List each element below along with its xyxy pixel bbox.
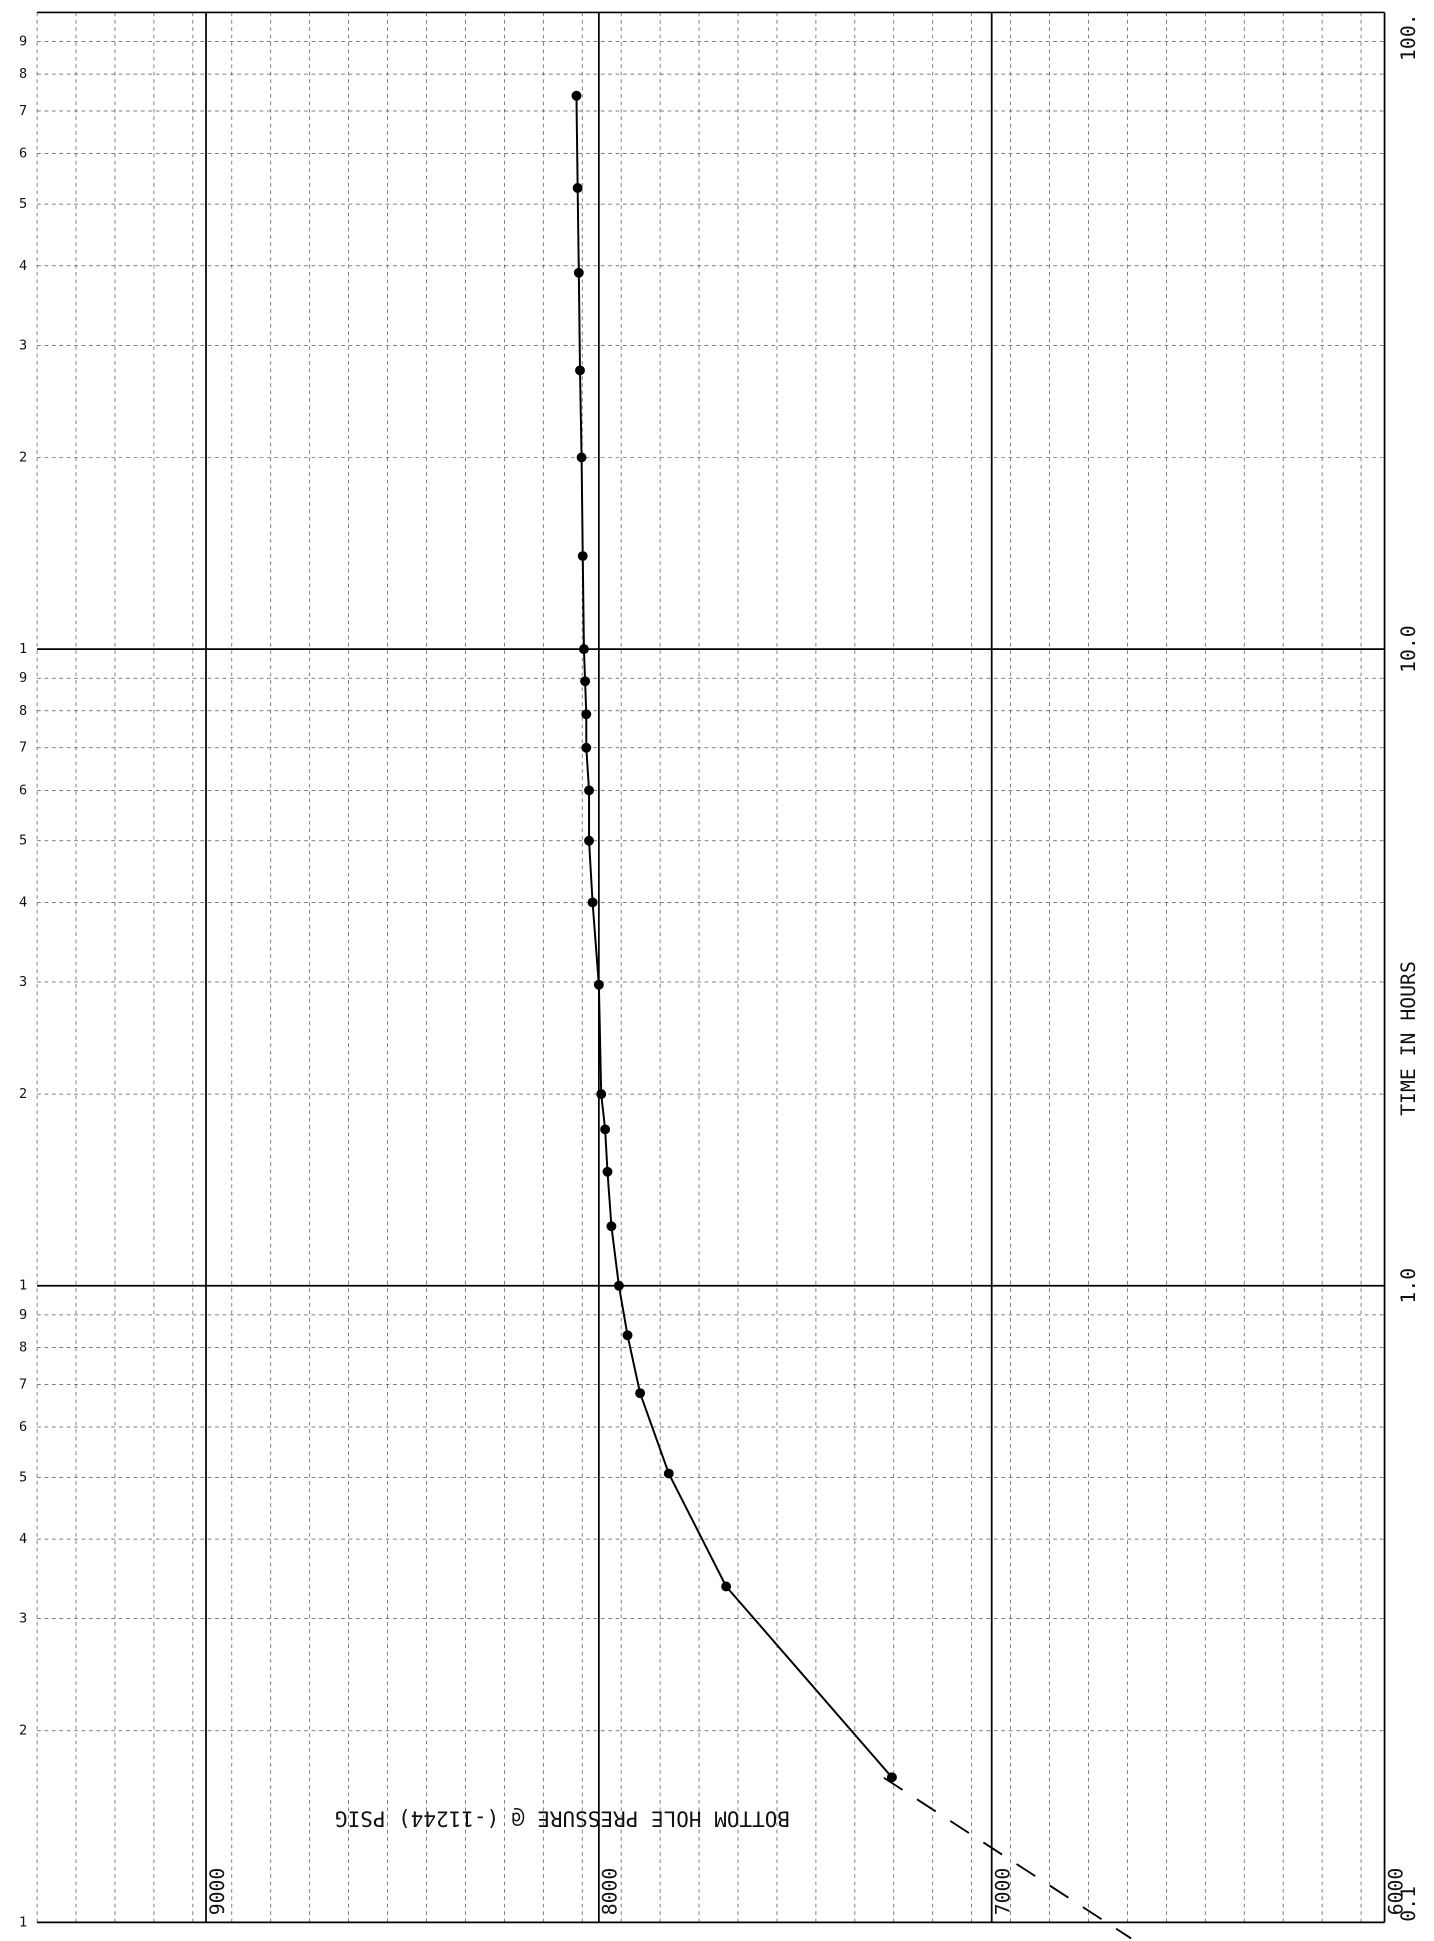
cycle-label: 6 <box>19 146 27 162</box>
data-point <box>606 1221 617 1232</box>
cycle-label: 8 <box>19 66 27 82</box>
data-point <box>886 1772 897 1783</box>
cycle-label: 8 <box>19 1339 27 1355</box>
cycle-label: 5 <box>19 196 27 212</box>
y-tick-label: 1.0 <box>1397 1268 1420 1304</box>
cycle-label: 1 <box>19 1914 27 1930</box>
cycle-label: 9 <box>19 34 27 50</box>
cycle-label: 6 <box>19 1419 27 1435</box>
x-tick-label: 7000 <box>992 1868 1015 1916</box>
cycle-label: 7 <box>19 103 27 119</box>
cycle-label: 2 <box>19 1086 27 1102</box>
data-line <box>575 95 893 1778</box>
cycle-label: 2 <box>19 1723 27 1739</box>
data-point <box>576 452 587 463</box>
data-point <box>572 183 583 193</box>
y-tick-label: 10.0 <box>1397 625 1420 673</box>
y-tick-label: 100. <box>1397 13 1420 61</box>
extrapolation-line <box>883 1776 1132 1940</box>
y-axis-label: TIME IN HOURS <box>1397 961 1420 1116</box>
data-point <box>584 835 594 846</box>
cycle-label: 5 <box>19 833 27 849</box>
cycle-label: 9 <box>19 670 27 686</box>
data-point <box>596 1089 607 1100</box>
data-point <box>575 365 585 376</box>
chart-title: BOTTOM HOLE PRESSURE @ (-11244) PSIG <box>335 1806 790 1831</box>
data-point <box>593 979 604 990</box>
data-point <box>578 644 589 655</box>
data-point <box>571 90 582 101</box>
cycle-label: 7 <box>19 1376 27 1392</box>
cycle-label: 3 <box>19 1611 27 1627</box>
data-point <box>584 785 594 796</box>
x-tick-label: 9000 <box>206 1868 229 1916</box>
data-point <box>581 742 592 753</box>
data-point <box>600 1124 611 1135</box>
y-tick-label: 0.1 <box>1397 1886 1420 1922</box>
cycle-label: 2 <box>19 449 27 465</box>
data-point <box>663 1468 674 1479</box>
x-tick-label: 8000 <box>599 1868 622 1916</box>
cycle-label: 6 <box>19 782 27 798</box>
cycle-label: 3 <box>19 337 27 353</box>
x-tick-label: 6000 <box>1384 1868 1407 1916</box>
data-point <box>721 1581 732 1592</box>
cycle-label: 7 <box>19 740 27 756</box>
data-point <box>581 709 592 720</box>
data-point <box>602 1166 613 1177</box>
data-point <box>577 551 588 561</box>
cycle-label: 1 <box>19 641 27 657</box>
cycle-label: 1 <box>19 1278 27 1294</box>
cycle-label: 3 <box>19 974 27 990</box>
cycle-label: 4 <box>19 894 27 910</box>
data-point <box>613 1280 624 1291</box>
cycle-label: 4 <box>19 1531 27 1547</box>
data-point <box>587 897 598 908</box>
cycle-label: 8 <box>19 703 27 719</box>
cycle-label: 9 <box>19 1307 27 1323</box>
data-point <box>622 1330 633 1341</box>
data-point <box>580 676 591 687</box>
data-point <box>573 267 584 278</box>
cycle-label: 4 <box>19 258 27 274</box>
cycle-label: 5 <box>19 1469 27 1485</box>
data-point <box>635 1388 646 1399</box>
